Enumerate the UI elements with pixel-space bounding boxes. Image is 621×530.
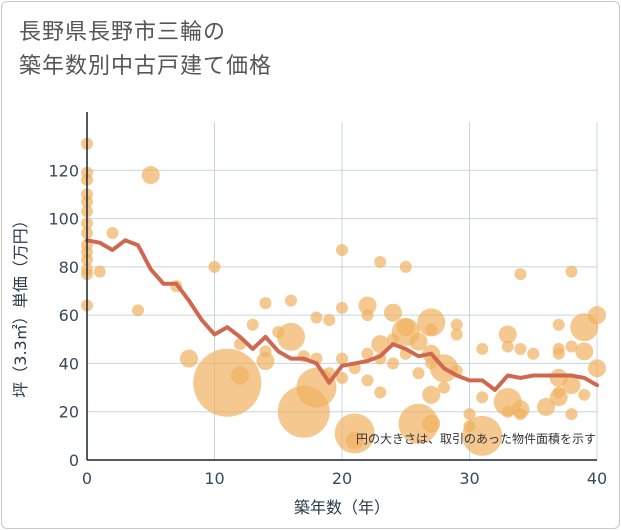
scatter-point xyxy=(374,386,387,399)
scatter-point xyxy=(588,359,606,378)
scatter-point xyxy=(476,391,489,404)
y-tick-label: 100 xyxy=(48,210,79,229)
scatter-point xyxy=(285,294,297,307)
scatter-point xyxy=(501,405,514,418)
scatter-point xyxy=(231,366,249,385)
scatter-point xyxy=(425,323,438,336)
scatter-point xyxy=(552,318,565,331)
axes: 0 10 20 30 40 0 20 40 60 80 100 120 xyxy=(48,112,607,488)
scatter-point xyxy=(575,342,594,361)
y-tick-label: 40 xyxy=(59,354,79,373)
scatter-point xyxy=(336,371,348,384)
scatter-point xyxy=(537,397,555,416)
scatter-point xyxy=(384,303,402,322)
scatter-point xyxy=(462,415,503,456)
scatter-point xyxy=(336,301,348,314)
scatter-point xyxy=(180,349,198,368)
scatter-point xyxy=(422,414,441,433)
x-tick-label: 10 xyxy=(204,469,224,488)
trend-line-layer xyxy=(85,238,599,392)
y-tick-label: 80 xyxy=(59,258,79,277)
scatter-point xyxy=(476,342,489,355)
scatter-point xyxy=(277,322,305,351)
scatter-point xyxy=(387,357,399,370)
scatter-point xyxy=(193,348,262,417)
scatter-point xyxy=(398,403,439,444)
scatter-point xyxy=(450,328,463,341)
x-tick-label: 20 xyxy=(332,469,352,488)
scatter-point xyxy=(246,318,259,331)
scatter-point xyxy=(208,260,221,273)
scatter-point xyxy=(514,268,527,281)
scatter-point xyxy=(345,431,364,450)
bubble-layer xyxy=(81,137,606,456)
scatter-point xyxy=(358,296,377,315)
scatter-point xyxy=(527,347,540,360)
scatter-point xyxy=(417,308,446,337)
scatter-point xyxy=(549,388,568,407)
scatter-point xyxy=(259,297,272,310)
trend-line xyxy=(85,238,599,392)
scatter-point xyxy=(552,347,565,360)
x-tick-label: 0 xyxy=(82,469,92,488)
x-axis-label: 築年数（年） xyxy=(294,498,390,517)
scatter-point xyxy=(422,385,441,404)
x-tick-label: 40 xyxy=(587,469,607,488)
scatter-point xyxy=(336,352,348,365)
scatter-point xyxy=(371,335,390,354)
scatter-point xyxy=(501,340,514,353)
scatter-point xyxy=(514,408,527,421)
x-tick-label: 30 xyxy=(459,469,479,488)
chart-title-line2: 築年数別中古戸建て価格 xyxy=(19,54,273,79)
y-tick-label: 20 xyxy=(59,403,79,422)
scatter-point xyxy=(565,340,578,353)
scatter-point xyxy=(310,311,323,324)
scatter-point xyxy=(132,304,144,317)
scatter-point xyxy=(450,318,463,331)
scatter-point xyxy=(463,408,476,421)
chart-title-line1: 長野県長野市三輪の xyxy=(19,20,227,45)
scatter-point xyxy=(259,345,272,358)
y-tick-label: 60 xyxy=(59,306,79,325)
scatter-point xyxy=(562,376,581,395)
y-tick-label: 120 xyxy=(48,161,79,180)
scatter-point xyxy=(578,388,591,401)
scatter-point xyxy=(409,332,428,351)
scatter-point xyxy=(361,309,374,322)
scatter-point xyxy=(514,342,527,355)
scatter-point xyxy=(93,265,106,278)
scatter-point xyxy=(565,408,578,421)
scatter-point xyxy=(361,347,374,360)
bubble-size-note: 円の大きさは、取引のあった物件面積を示す xyxy=(356,431,596,446)
scatter-point xyxy=(588,306,606,325)
scatter-point xyxy=(336,243,348,256)
scatter-point xyxy=(256,352,275,371)
y-axis-label: 坪（3.3㎡）単価（万円） xyxy=(11,212,30,397)
scatter-point xyxy=(374,256,387,269)
scatter-point xyxy=(106,227,119,240)
scatter-point xyxy=(361,374,374,387)
scatter-point xyxy=(323,313,336,326)
scatter-point xyxy=(412,367,425,380)
scatter-point xyxy=(438,381,450,394)
scatter-point xyxy=(565,265,578,278)
scatter-point xyxy=(399,260,412,273)
y-tick-label: 0 xyxy=(69,451,79,470)
chart-title: 長野県長野市三輪の 築年数別中古戸建て価格 xyxy=(19,16,272,84)
scatter-point xyxy=(141,166,160,185)
scatter-point xyxy=(498,325,517,344)
